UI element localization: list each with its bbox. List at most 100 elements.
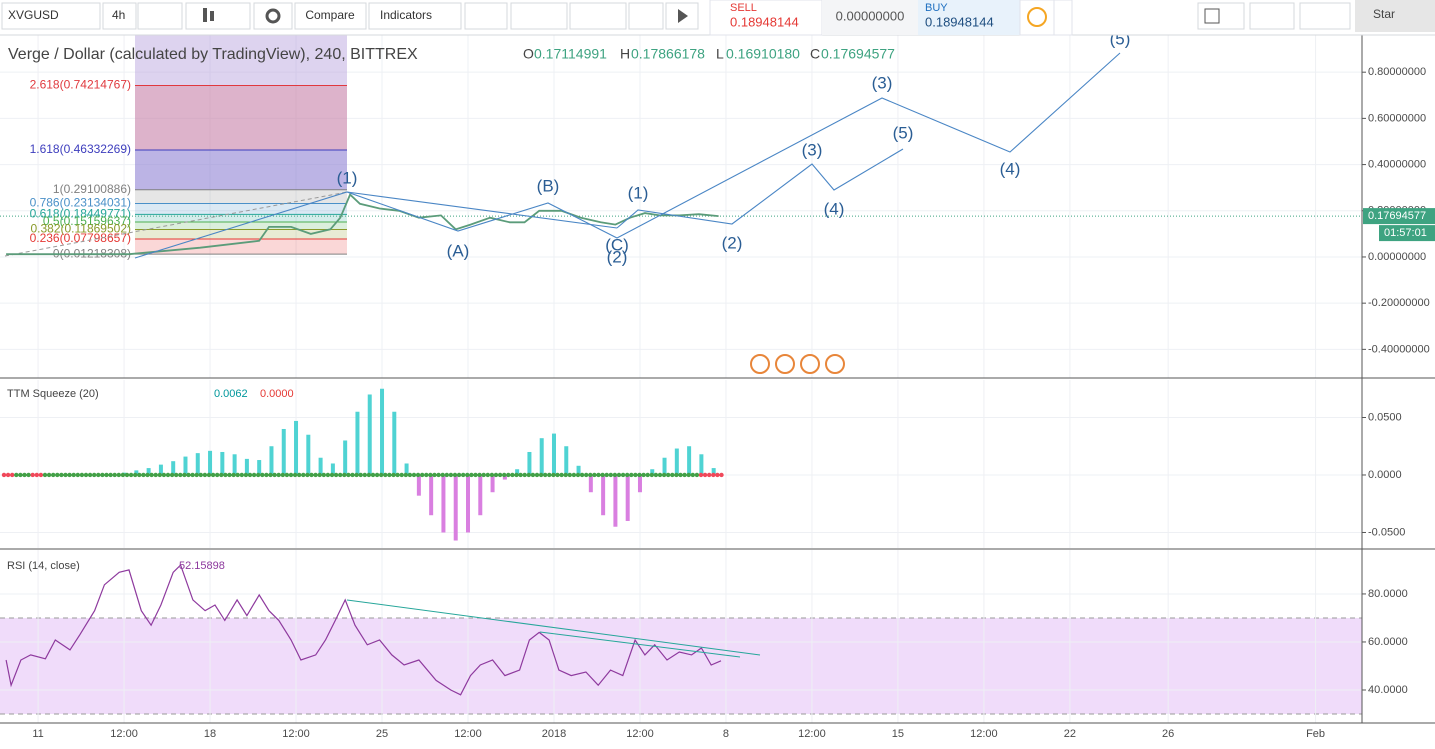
squeeze-dot bbox=[260, 472, 265, 478]
squeeze-dot bbox=[280, 472, 285, 478]
legend-h-label: H bbox=[620, 46, 630, 62]
histogram-bar bbox=[232, 454, 237, 475]
x-tick-label: 12:00 bbox=[626, 728, 654, 740]
squeeze-dot bbox=[149, 472, 154, 478]
compare[interactable]: Compare bbox=[305, 8, 355, 22]
wave-label: (5) bbox=[893, 123, 914, 142]
fib-band bbox=[135, 189, 347, 204]
y-tick-label: 0.0500 bbox=[1368, 411, 1402, 423]
load-btn[interactable] bbox=[1249, 2, 1295, 30]
y-tick-label: 80.0000 bbox=[1368, 588, 1408, 600]
y-tick-label: 0.80000000 bbox=[1368, 66, 1426, 78]
save-btn[interactable] bbox=[1299, 2, 1351, 30]
squeeze-dot bbox=[215, 472, 220, 478]
wave-label: (3) bbox=[872, 73, 893, 92]
sell-price[interactable]: 0.18948144 bbox=[730, 14, 799, 29]
rsi-value: 52.15898 bbox=[179, 560, 225, 572]
squeeze-dot bbox=[96, 472, 101, 478]
legend-l-label: L bbox=[716, 46, 724, 62]
squeeze-dot bbox=[116, 472, 122, 478]
buy-label[interactable]: BUY bbox=[925, 2, 948, 14]
sell-label[interactable]: SELL bbox=[730, 2, 757, 14]
squeeze-dot bbox=[198, 472, 203, 478]
series-line bbox=[5, 564, 722, 696]
x-tick-label: 12:00 bbox=[282, 728, 310, 740]
chart-style-btn[interactable] bbox=[137, 2, 183, 30]
squeeze-dot bbox=[657, 472, 663, 478]
sell-box[interactable] bbox=[709, 0, 823, 36]
fib-label: 2.618(0.74214767) bbox=[30, 78, 131, 92]
squeeze-dot bbox=[124, 472, 130, 478]
squeeze-dot bbox=[264, 472, 269, 478]
indicators[interactable]: Indicators bbox=[380, 8, 432, 22]
candle-btn[interactable] bbox=[185, 2, 251, 30]
qty-stepper[interactable] bbox=[1053, 0, 1073, 36]
squeeze-dot bbox=[584, 472, 589, 478]
squeeze-dot bbox=[223, 472, 228, 478]
squeeze-dot bbox=[600, 472, 605, 478]
star[interactable]: Star bbox=[1373, 7, 1395, 21]
histogram-bar bbox=[650, 469, 655, 475]
info-box[interactable] bbox=[1019, 0, 1055, 36]
squeeze-dot bbox=[411, 472, 417, 478]
squeeze-dot bbox=[592, 472, 597, 478]
squeeze-dot bbox=[616, 472, 622, 478]
squeeze-dot bbox=[202, 472, 208, 478]
x-tick-label: 11 bbox=[32, 728, 43, 740]
star-btn[interactable] bbox=[1355, 0, 1435, 32]
histogram-bar bbox=[637, 474, 642, 493]
y-tick-label: 0.00000000 bbox=[1368, 251, 1426, 263]
histogram-bar bbox=[699, 454, 704, 475]
squeeze-dot bbox=[137, 472, 142, 478]
symbol-box[interactable] bbox=[1, 2, 101, 30]
histogram-bar bbox=[244, 458, 249, 475]
squeeze-dot bbox=[14, 472, 19, 478]
histogram-bar bbox=[441, 474, 446, 533]
x-tick-label: 25 bbox=[376, 728, 388, 740]
squeeze-dot bbox=[227, 472, 232, 478]
fib-band bbox=[135, 221, 347, 230]
ttm-title: TTM Squeeze (20) bbox=[7, 388, 99, 400]
wave-label: (A) bbox=[447, 241, 470, 260]
settings-btn[interactable] bbox=[253, 2, 293, 30]
histogram-bar bbox=[662, 457, 667, 475]
undo-redo-btn[interactable] bbox=[569, 2, 627, 30]
histogram-bar bbox=[588, 474, 593, 493]
buy-box[interactable] bbox=[918, 0, 1020, 35]
theme-btn[interactable] bbox=[510, 2, 568, 30]
squeeze-dot bbox=[653, 472, 659, 478]
squeeze-dot bbox=[108, 472, 113, 478]
interval-box[interactable] bbox=[102, 2, 137, 30]
histogram-bar bbox=[687, 446, 692, 475]
indicators-btn[interactable] bbox=[368, 2, 462, 30]
squeeze-dot bbox=[670, 472, 675, 478]
play-icon bbox=[678, 9, 688, 23]
buy-price[interactable]: 0.18948144 bbox=[925, 14, 994, 29]
squeeze-dot bbox=[579, 472, 585, 478]
x-tick-label: 8 bbox=[723, 728, 729, 740]
squeeze-dot bbox=[22, 472, 27, 478]
squeeze-dot bbox=[543, 472, 548, 478]
histogram-bar bbox=[416, 474, 421, 496]
squeeze-dot bbox=[571, 472, 577, 478]
fullscreen-btn[interactable] bbox=[628, 2, 664, 30]
price-tag bbox=[1363, 208, 1435, 225]
y-tick-label: -0.0500 bbox=[1368, 526, 1405, 538]
squeeze-dot bbox=[231, 472, 236, 478]
squeeze-dot bbox=[452, 472, 458, 478]
squeeze-dot bbox=[38, 472, 44, 478]
compare-btn[interactable] bbox=[294, 2, 367, 30]
squeeze-dot bbox=[169, 472, 175, 478]
event-icon bbox=[800, 354, 820, 374]
squeeze-dot bbox=[436, 472, 441, 478]
interval[interactable]: 4h bbox=[112, 8, 125, 22]
symbol[interactable]: XVGUSD bbox=[8, 8, 59, 22]
alert-btn[interactable] bbox=[464, 2, 508, 30]
squeeze-dot bbox=[51, 472, 56, 478]
squeeze-dot bbox=[362, 472, 367, 478]
histogram-bar bbox=[576, 465, 581, 475]
squeeze-dot bbox=[391, 472, 396, 478]
drawing-btn[interactable] bbox=[1197, 2, 1245, 30]
legend-open: 0.17114991 bbox=[534, 46, 607, 62]
squeeze-dot bbox=[186, 472, 191, 478]
